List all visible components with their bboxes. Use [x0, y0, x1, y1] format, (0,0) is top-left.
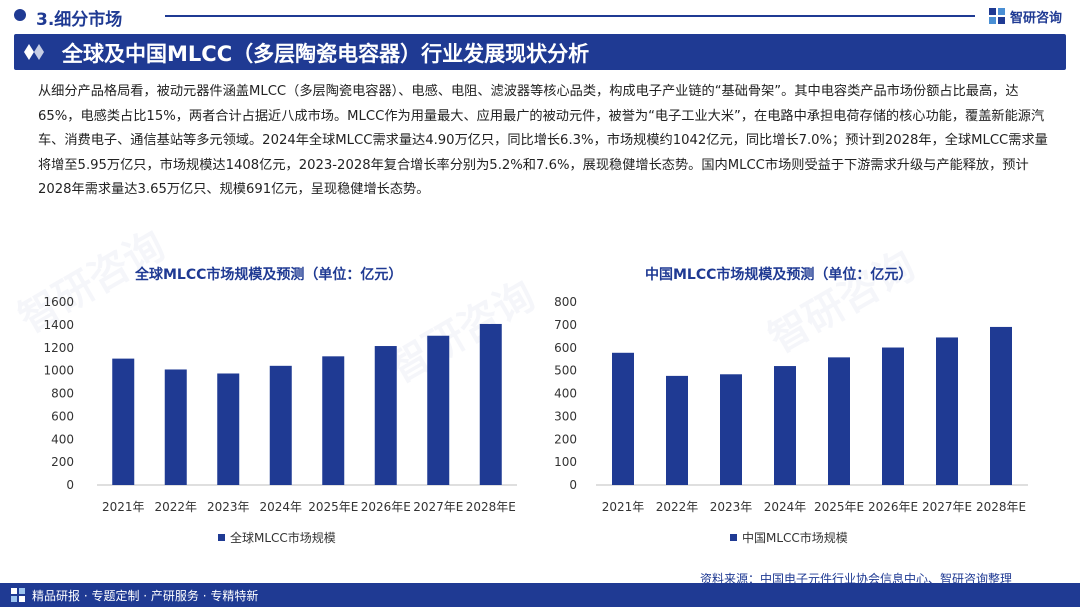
y-tick-label: 200 — [51, 455, 74, 469]
x-tick-label: 2025年E — [814, 500, 864, 514]
x-tick-label: 2022年 — [656, 500, 699, 514]
top-header: 3.细分市场 智研咨询 — [0, 0, 1080, 32]
brand-logo-icon — [989, 8, 1005, 24]
x-tick-label: 2023年 — [710, 500, 753, 514]
y-tick-label: 400 — [554, 387, 577, 401]
x-tick-label: 2026年E — [361, 500, 411, 514]
y-tick-label: 800 — [51, 387, 74, 401]
brand: 智研咨询 — [988, 6, 1062, 26]
y-tick-label: 200 — [554, 432, 577, 446]
chart-title-china: 中国MLCC市场规模及预测（单位：亿元） — [645, 267, 913, 283]
legend-swatch — [218, 534, 225, 541]
x-tick-label: 2025年E — [308, 500, 358, 514]
y-tick-label: 700 — [554, 318, 577, 332]
bar — [217, 373, 240, 485]
x-tick-label: 2028年E — [976, 500, 1026, 514]
bar — [269, 365, 292, 485]
double-diamond-icon — [24, 44, 44, 60]
y-tick-label: 400 — [51, 432, 74, 446]
legend-global: 全球MLCC市场规模 — [218, 529, 336, 546]
brand-logo-icon — [11, 588, 25, 602]
y-tick-label: 1600 — [43, 295, 74, 309]
legend-china: 中国MLCC市场规模 — [730, 529, 848, 546]
x-tick-label: 2024年 — [259, 500, 302, 514]
bar — [828, 357, 850, 485]
y-tick-label: 800 — [554, 295, 577, 309]
bar — [322, 356, 345, 485]
section-label: 3.细分市场 — [36, 10, 123, 30]
bar — [666, 375, 688, 485]
brand-name: 智研咨询 — [1010, 10, 1063, 26]
bar — [990, 326, 1012, 485]
title-banner: 全球及中国MLCC（多层陶瓷电容器）行业发展现状分析 — [14, 34, 1066, 70]
x-tick-label: 2027年E — [413, 500, 463, 514]
x-tick-label: 2021年 — [102, 500, 145, 514]
bar — [936, 337, 958, 485]
legend-label: 全球MLCC市场规模 — [230, 531, 336, 545]
y-tick-label: 600 — [51, 409, 74, 423]
bar — [427, 335, 450, 485]
y-tick-label: 0 — [66, 478, 74, 492]
section-bullet-icon — [14, 9, 26, 21]
y-tick-label: 600 — [554, 341, 577, 355]
x-tick-label: 2021年 — [602, 500, 645, 514]
bar — [720, 374, 742, 485]
bar — [164, 369, 187, 485]
bar — [112, 358, 135, 485]
bar — [882, 347, 904, 485]
x-tick-label: 2022年 — [154, 500, 197, 514]
footer-tagline: 精品研报 · 专题定制 · 产研服务 · 专精特新 — [32, 589, 259, 603]
x-tick-label: 2027年E — [922, 500, 972, 514]
chart-title-global: 全球MLCC市场规模及预测（单位：亿元） — [135, 267, 403, 283]
footer-bar: 精品研报 · 专题定制 · 产研服务 · 专精特新 — [0, 583, 1080, 607]
x-tick-label: 2028年E — [466, 500, 516, 514]
bar — [612, 352, 634, 485]
legend-swatch — [730, 534, 737, 541]
body-paragraph: 从细分产品格局看，被动元器件涵盖MLCC（多层陶瓷电容器）、电感、电阻、滤波器等… — [38, 84, 1048, 198]
bar — [774, 366, 796, 485]
y-tick-label: 500 — [554, 364, 577, 378]
y-tick-label: 1200 — [43, 341, 74, 355]
y-tick-label: 0 — [569, 478, 577, 492]
y-tick-label: 300 — [554, 409, 577, 423]
x-tick-label: 2026年E — [868, 500, 918, 514]
x-tick-label: 2023年 — [207, 500, 250, 514]
legend-label: 中国MLCC市场规模 — [742, 531, 848, 545]
source-note: 资料来源：中国电子元件行业协会信息中心、智研咨询整理 — [700, 572, 1013, 586]
header-divider — [165, 15, 975, 17]
y-tick-label: 1400 — [43, 318, 74, 332]
bar — [479, 323, 502, 485]
x-tick-label: 2024年 — [764, 500, 807, 514]
y-tick-label: 1000 — [43, 364, 74, 378]
page-title: 全球及中国MLCC（多层陶瓷电容器）行业发展现状分析 — [62, 42, 590, 66]
y-tick-label: 100 — [554, 455, 577, 469]
bar — [374, 346, 397, 485]
